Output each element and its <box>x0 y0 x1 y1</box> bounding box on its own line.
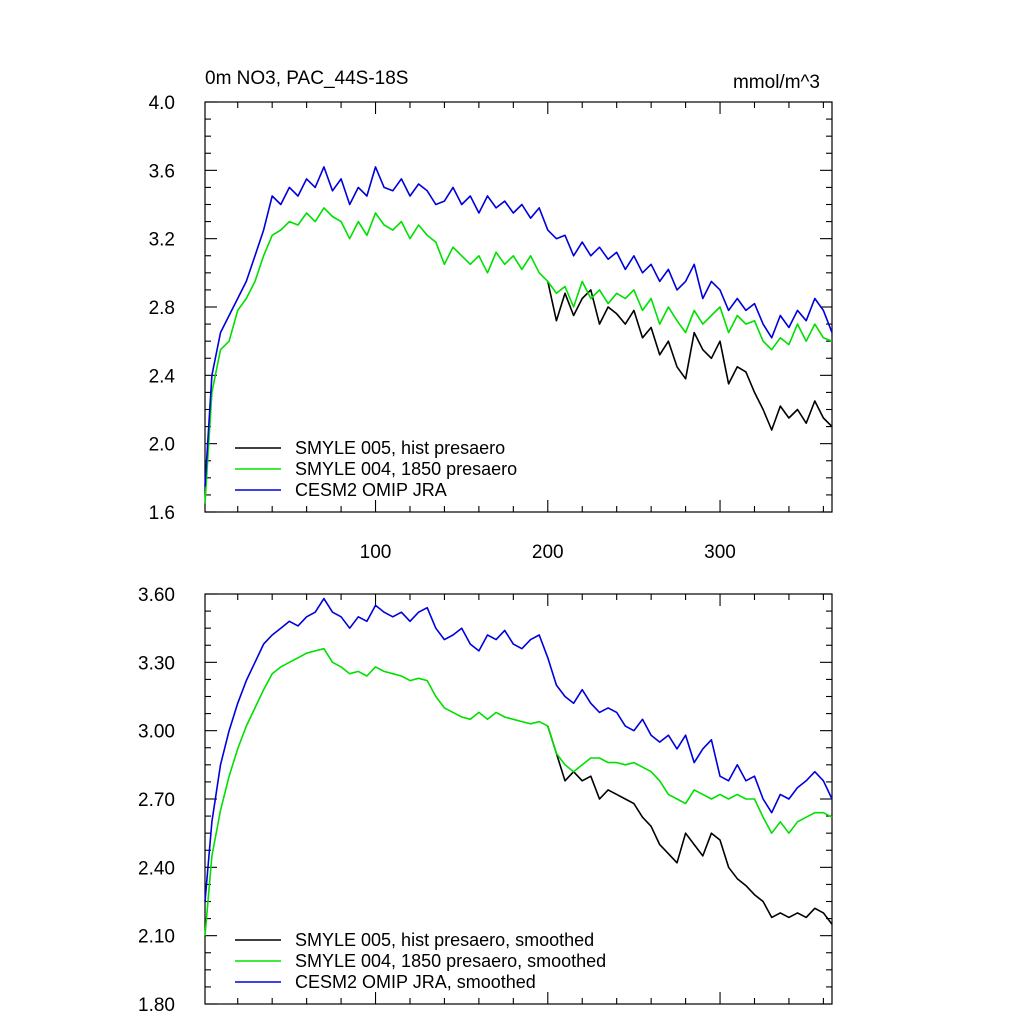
series-layer <box>204 166 833 504</box>
x-tick-label: 300 <box>704 542 736 563</box>
series-line <box>204 207 833 504</box>
tick-layer: 1.6 2.0 2.4 2.8 3.2 3.6 4.0 100 200 300 <box>149 93 832 563</box>
series-line <box>547 725 833 925</box>
y-tick-label: 3.60 <box>138 585 175 606</box>
legend-label: SMYLE 004, 1850 presaero <box>295 459 517 479</box>
y-tick-label: 4.0 <box>149 93 175 114</box>
y-tick-label: 3.00 <box>138 722 175 743</box>
y-tick-label: 2.4 <box>149 366 176 387</box>
x-tick-label: 100 <box>360 542 392 563</box>
legend-label: SMYLE 005, hist presaero <box>295 438 505 458</box>
legend-label: CESM2 OMIP JRA, smoothed <box>295 972 536 992</box>
y-tick-label: 2.70 <box>138 790 175 811</box>
legend-label: CESM2 OMIP JRA <box>295 480 447 500</box>
bottom-panel: 1.80 2.10 2.40 2.70 3.00 3.30 3.60 SMYLE 005, … <box>138 585 833 1016</box>
series-line <box>204 597 833 902</box>
x-tick-label: 200 <box>532 542 564 563</box>
y-tick-label: 2.40 <box>138 858 175 879</box>
legend-label: SMYLE 005, hist presaero, smoothed <box>295 930 594 950</box>
y-tick-label: 1.80 <box>138 995 175 1016</box>
y-tick-label: 1.6 <box>149 503 175 524</box>
y-tick-label: 2.0 <box>149 435 175 456</box>
series-line <box>204 166 833 487</box>
y-tick-label: 3.30 <box>138 653 175 674</box>
legend: SMYLE 005, hist presaero, smoothedSMYLE … <box>235 930 606 992</box>
top-panel: 0m NO3, PAC_44S-18S mmol/m^3 1.6 2.0 2.4 2.… <box>149 68 833 563</box>
units-label: mmol/m^3 <box>733 72 820 93</box>
series-layer <box>204 597 833 936</box>
y-tick-label: 3.2 <box>149 230 175 251</box>
y-tick-label: 3.6 <box>149 161 175 182</box>
y-tick-label: 2.10 <box>138 927 175 948</box>
y-tick-label: 2.8 <box>149 298 175 319</box>
series-line <box>547 281 833 431</box>
legend-label: SMYLE 004, 1850 presaero, smoothed <box>295 951 606 971</box>
chart-title: 0m NO3, PAC_44S-18S <box>205 68 408 89</box>
series-line <box>204 647 833 936</box>
